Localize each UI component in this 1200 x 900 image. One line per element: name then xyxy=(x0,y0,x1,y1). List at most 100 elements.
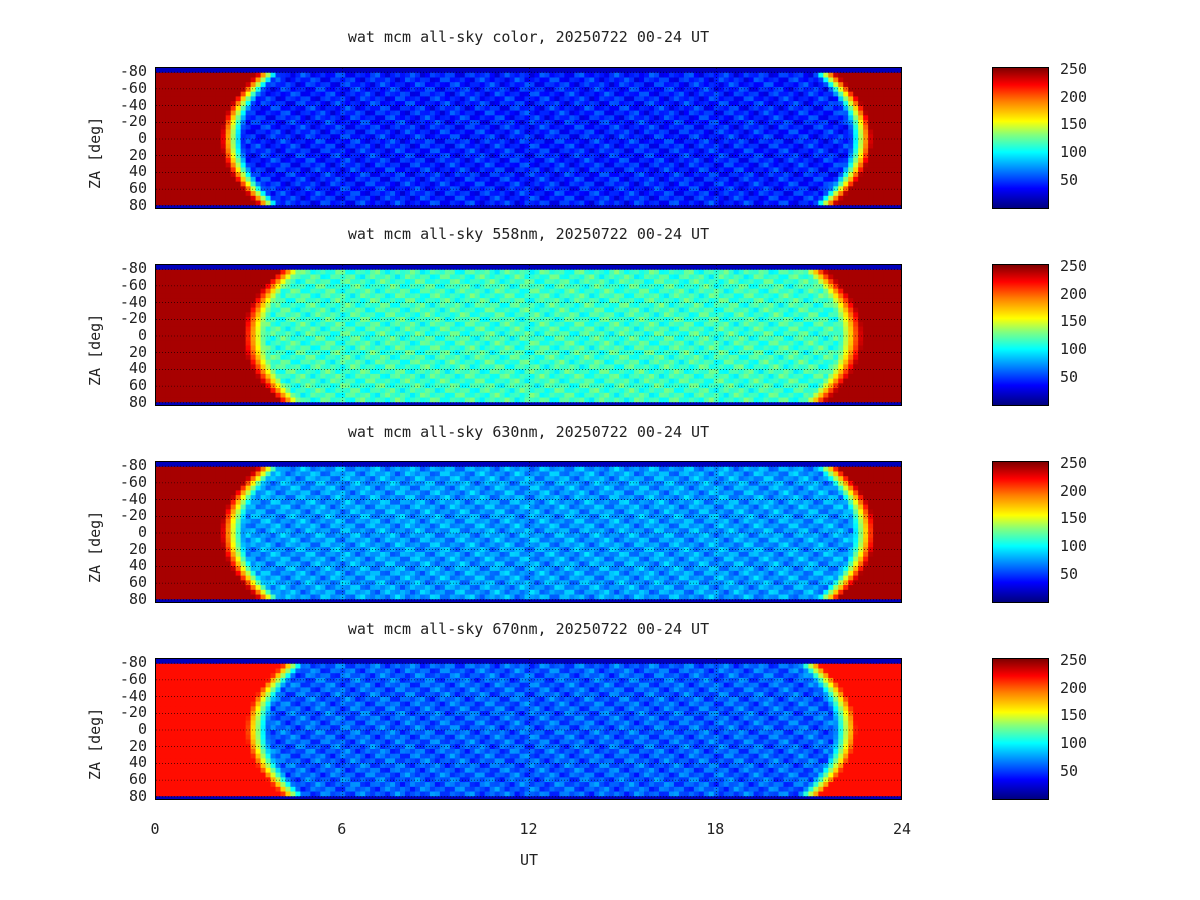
heatmap-cell xyxy=(290,129,297,135)
heatmap-cell xyxy=(828,143,834,150)
heatmap-cell xyxy=(504,181,511,187)
heatmap-cell xyxy=(170,162,177,168)
heatmap-cell xyxy=(190,274,197,280)
heatmap-cell xyxy=(614,176,620,183)
heatmap-cell xyxy=(589,120,595,126)
heatmap-cell xyxy=(414,200,421,206)
heatmap-cell xyxy=(409,82,416,88)
heatmap-cell xyxy=(838,186,844,192)
heatmap-cell xyxy=(469,148,476,154)
heatmap-cell xyxy=(698,86,705,93)
heatmap-cell xyxy=(245,134,252,140)
heatmap-cell xyxy=(639,110,645,116)
heatmap-cell xyxy=(330,176,336,183)
heatmap-cell xyxy=(838,195,844,202)
heatmap-cell xyxy=(190,402,197,405)
heatmap-cell xyxy=(489,205,496,208)
heatmap-cell xyxy=(843,195,849,202)
heatmap-cell xyxy=(220,139,227,145)
heatmap-cell xyxy=(654,176,660,183)
heatmap-cell xyxy=(798,134,804,140)
heatmap-cell xyxy=(405,200,411,206)
heatmap-cell xyxy=(400,200,406,206)
heatmap-cell xyxy=(300,205,306,208)
heatmap-cell xyxy=(190,369,197,375)
heatmap-cell xyxy=(235,186,242,192)
heatmap-cell xyxy=(649,96,655,102)
heatmap-cell xyxy=(454,124,461,131)
heatmap-cell xyxy=(688,176,695,183)
heatmap-cell xyxy=(753,124,760,131)
heatmap-cell xyxy=(808,96,814,102)
heatmap-cell xyxy=(464,167,471,173)
heatmap-cell xyxy=(270,195,277,202)
heatmap-cell xyxy=(429,157,436,164)
heatmap-cell xyxy=(365,72,371,79)
heatmap-image xyxy=(156,265,901,405)
heatmap-cell xyxy=(698,72,705,79)
heatmap-cell xyxy=(355,91,361,97)
heatmap-cell xyxy=(439,143,446,150)
heatmap-cell xyxy=(215,167,222,173)
heatmap-cell xyxy=(693,205,700,208)
heatmap-cell xyxy=(898,86,901,93)
heatmap-cell xyxy=(803,124,809,131)
heatmap-cell xyxy=(763,157,770,164)
heatmap-cell xyxy=(195,157,202,164)
heatmap-cell xyxy=(599,181,605,187)
heatmap-cell xyxy=(295,143,302,150)
heatmap-cell xyxy=(574,101,580,107)
heatmap-cell xyxy=(180,157,187,164)
heatmap-cell xyxy=(489,191,496,197)
heatmap-cell xyxy=(808,86,814,93)
heatmap-cell xyxy=(489,139,496,145)
heatmap-cell xyxy=(230,115,237,121)
heatmap-cell xyxy=(514,172,521,178)
heatmap-cell xyxy=(395,124,401,131)
heatmap-cell xyxy=(639,86,645,93)
heatmap-cell xyxy=(803,157,809,164)
heatmap-cell xyxy=(639,105,645,112)
heatmap-cell xyxy=(370,205,376,208)
heatmap-cell xyxy=(798,157,804,164)
heatmap-cell xyxy=(514,200,521,206)
heatmap-cell xyxy=(589,96,595,102)
heatmap-cell xyxy=(280,115,287,121)
heatmap-cell xyxy=(175,279,182,285)
heatmap-cell xyxy=(205,148,212,154)
heatmap-cell xyxy=(200,364,207,370)
heatmap-cell xyxy=(649,200,655,206)
heatmap-cell xyxy=(444,105,451,112)
heatmap-cell xyxy=(698,82,705,88)
heatmap-cell xyxy=(320,124,326,131)
heatmap-cell xyxy=(225,340,232,347)
heatmap-cell xyxy=(489,167,496,173)
heatmap-cell xyxy=(250,200,257,206)
heatmap-cell xyxy=(753,148,760,154)
heatmap-cell xyxy=(225,134,232,140)
heatmap-cell xyxy=(723,129,730,135)
heatmap-cell xyxy=(200,186,207,192)
heatmap-cell xyxy=(788,162,795,168)
heatmap-cell xyxy=(688,72,695,79)
heatmap-cell xyxy=(175,172,182,178)
heatmap-cell xyxy=(594,101,600,107)
heatmap-cell xyxy=(688,167,695,173)
heatmap-cell xyxy=(673,68,680,74)
heatmap-cell xyxy=(718,91,725,97)
heatmap-cell xyxy=(434,86,441,93)
heatmap-cell xyxy=(823,129,829,135)
heatmap-cell xyxy=(878,101,884,107)
heatmap-cell xyxy=(599,86,605,93)
heatmap-cell xyxy=(414,134,421,140)
heatmap-cell xyxy=(320,157,326,164)
heatmap-cell xyxy=(240,167,247,173)
heatmap-cell xyxy=(748,129,755,135)
heatmap-cell xyxy=(424,72,431,79)
heatmap-cell xyxy=(499,134,506,140)
heatmap-cell xyxy=(833,72,839,79)
heatmap-cell xyxy=(663,143,670,150)
heatmap-cell xyxy=(584,115,590,121)
heatmap-cell xyxy=(215,359,222,365)
heatmap-cell xyxy=(474,162,481,168)
